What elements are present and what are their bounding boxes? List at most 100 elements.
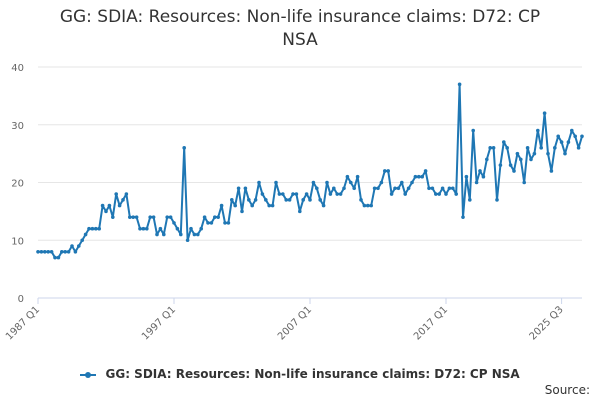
data-point: [162, 232, 166, 237]
y-tick-label-30: 30: [11, 121, 24, 132]
data-point: [478, 169, 482, 173]
data-point: [542, 111, 547, 115]
data-point: [202, 215, 207, 219]
data-point: [383, 169, 387, 173]
data-point: [342, 186, 346, 191]
data-point: [185, 238, 190, 243]
data-point: [70, 244, 74, 248]
legend-label: GG: SDIA: Resources: Non-life insurance …: [105, 367, 520, 381]
data-point: [267, 203, 272, 208]
x-axis: [37, 297, 582, 304]
data-point: [257, 180, 261, 185]
data-point: [73, 250, 78, 254]
data-point: [505, 146, 510, 150]
data-point: [328, 192, 333, 196]
data-point: [63, 250, 67, 254]
data-point: [400, 180, 404, 185]
data-point: [236, 186, 241, 191]
data-point: [332, 186, 336, 191]
data-point: [49, 250, 54, 254]
data-point: [444, 192, 448, 196]
data-point: [315, 186, 319, 191]
data-point: [553, 146, 557, 150]
data-point: [209, 221, 214, 225]
data-point: [576, 146, 581, 150]
data-point: [155, 232, 159, 237]
data-point: [413, 174, 418, 179]
data-point: [559, 140, 564, 144]
data-point: [451, 186, 455, 191]
data-point: [338, 192, 343, 196]
data-point: [301, 198, 306, 202]
data-point: [457, 82, 462, 87]
data-point: [219, 203, 224, 208]
data-point: [43, 250, 47, 254]
legend[interactable]: GG: SDIA: Resources: Non-life insurance …: [0, 367, 600, 381]
data-point: [488, 146, 493, 150]
data-point: [359, 198, 363, 202]
data-point: [36, 250, 40, 254]
data-point: [461, 215, 465, 219]
x-tick-label: 2007 Q1: [276, 304, 314, 342]
data-point: [434, 192, 438, 196]
data-point: [277, 192, 282, 196]
data-point: [291, 192, 295, 196]
data-point: [471, 128, 476, 133]
data-point: [529, 157, 533, 162]
data-point: [240, 209, 244, 214]
data-point: [352, 186, 357, 191]
data-point: [111, 215, 115, 219]
data-point: [389, 192, 394, 196]
data-point: [100, 203, 105, 208]
data-point: [573, 134, 577, 139]
y-tick-label-40: 40: [11, 63, 24, 74]
data-point: [437, 192, 442, 196]
x-axis-tick-labels: 1987 Q1 1997 Q1 2007 Q1 2017 Q1 2025 Q3: [4, 304, 566, 342]
data-point: [148, 215, 152, 219]
data-point: [253, 198, 258, 202]
data-point: [107, 203, 112, 208]
chart-title-line-1: GG: SDIA: Resources: Non-life insurance …: [59, 7, 541, 27]
data-point: [46, 250, 50, 254]
data-point: [410, 180, 414, 185]
grid-lines: [38, 66, 582, 241]
data-point: [151, 215, 156, 219]
data-point: [474, 180, 479, 185]
data-point: [308, 198, 312, 202]
data-point: [491, 146, 496, 150]
data-point: [498, 163, 503, 167]
data-point: [298, 209, 302, 214]
data-point: [138, 226, 142, 231]
data-point: [372, 186, 377, 191]
chart-title-line-2: NSA: [282, 30, 318, 50]
x-tick-label: 2025 Q3: [528, 304, 566, 342]
data-point: [403, 192, 408, 196]
data-point: [165, 215, 169, 219]
data-point: [199, 226, 203, 231]
data-point: [485, 157, 489, 162]
data-point: [294, 192, 299, 196]
data-point: [420, 174, 425, 179]
data-point: [230, 198, 234, 202]
y-tick-label-20: 20: [11, 179, 24, 190]
data-point: [192, 232, 197, 237]
data-point: [213, 215, 217, 219]
data-point: [145, 226, 149, 231]
x-tick-label: 2017 Q1: [412, 304, 450, 342]
data-point: [77, 244, 81, 248]
y-tick-label-10: 10: [11, 236, 24, 247]
data-point: [454, 192, 459, 196]
data-point: [447, 186, 452, 191]
data-point: [515, 151, 520, 156]
data-point: [90, 226, 95, 231]
data-point: [53, 255, 57, 260]
chart-title: GG: SDIA: Resources: Non-life insurance …: [0, 6, 600, 52]
data-point: [427, 186, 431, 191]
y-axis-tick-labels: 0 10 20 30 40: [11, 63, 24, 305]
x-tick-label: 1987 Q1: [4, 304, 42, 342]
data-point: [226, 221, 231, 225]
data-point: [369, 203, 374, 208]
data-point: [556, 134, 560, 139]
data-point: [158, 226, 163, 231]
